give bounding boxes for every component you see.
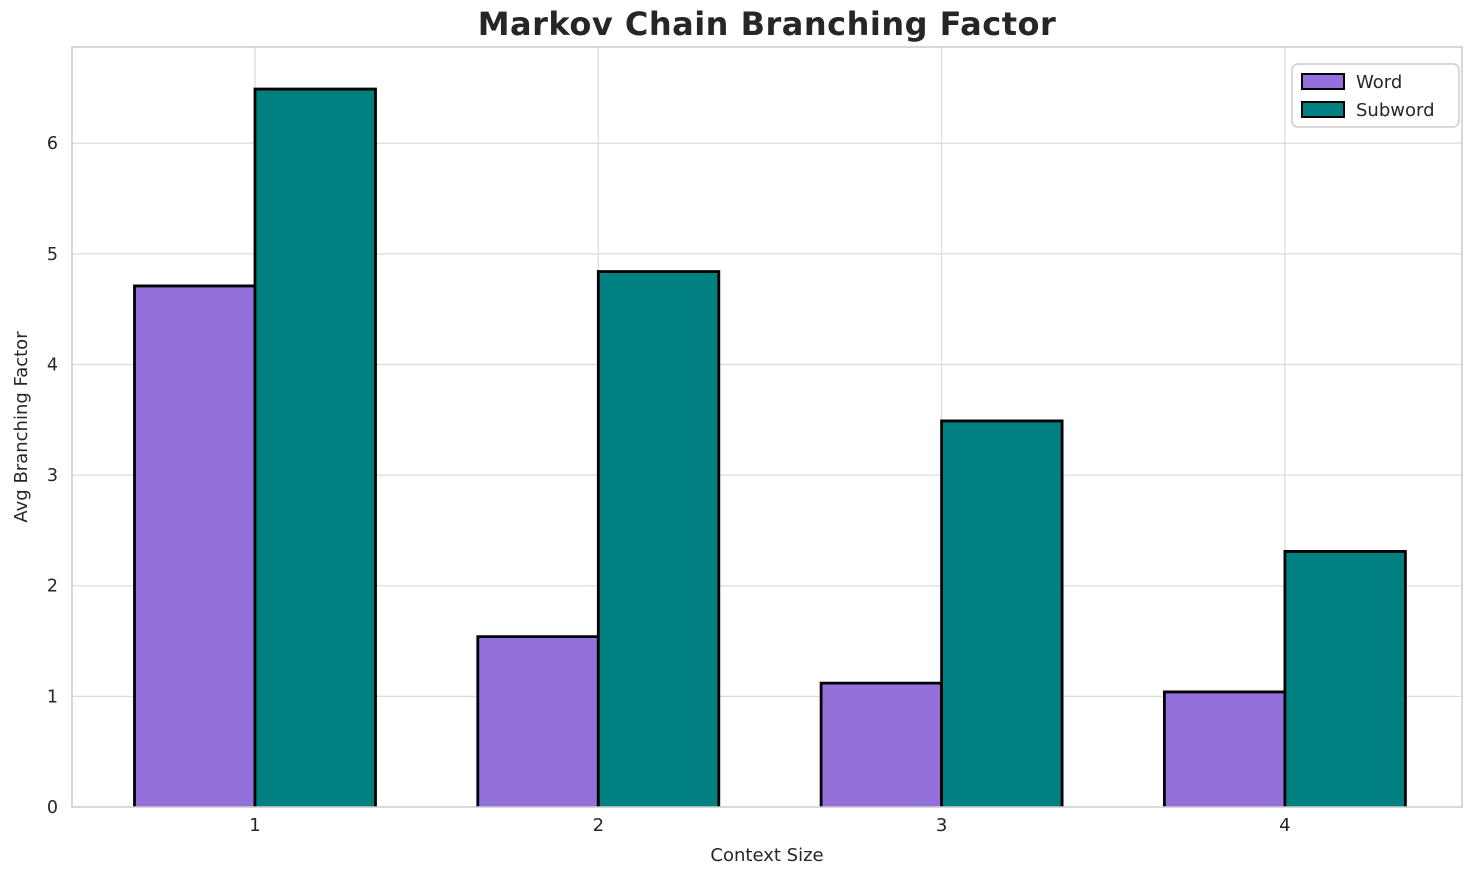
bar-subword-4 bbox=[1283, 550, 1407, 807]
bar-word-4 bbox=[1163, 690, 1287, 807]
y-tick-label-0: 0 bbox=[47, 798, 58, 818]
x-tick-label-2: 2 bbox=[593, 815, 604, 836]
x-tick-label-4: 4 bbox=[1279, 815, 1290, 836]
bar-word-3 bbox=[819, 681, 943, 807]
y-tick-label-3: 3 bbox=[47, 466, 58, 486]
bar-word-2 bbox=[476, 635, 600, 807]
legend-label-word: Word bbox=[1356, 72, 1402, 93]
y-tick-label-5: 5 bbox=[47, 245, 58, 265]
legend-swatch-word bbox=[1301, 73, 1345, 90]
y-tick-label-2: 2 bbox=[47, 577, 58, 597]
bar-word-1 bbox=[133, 284, 257, 807]
bar-subword-3 bbox=[940, 419, 1064, 807]
legend: Word Subword bbox=[1291, 63, 1460, 128]
bar-subword-2 bbox=[596, 270, 721, 807]
legend-swatch-subword bbox=[1301, 101, 1345, 118]
plot-spines bbox=[71, 46, 1463, 808]
x-axis-label: Context Size bbox=[710, 845, 824, 866]
legend-label-subword: Subword bbox=[1356, 100, 1435, 121]
x-tick-label-1: 1 bbox=[249, 815, 260, 836]
bar-subword-1 bbox=[253, 87, 377, 807]
y-tick-label-1: 1 bbox=[47, 687, 58, 707]
x-tick-label-3: 3 bbox=[936, 815, 947, 836]
y-tick-label-4: 4 bbox=[47, 355, 58, 375]
chart-title: Markov Chain Branching Factor bbox=[477, 5, 1057, 43]
y-tick-label-6: 6 bbox=[47, 134, 58, 154]
